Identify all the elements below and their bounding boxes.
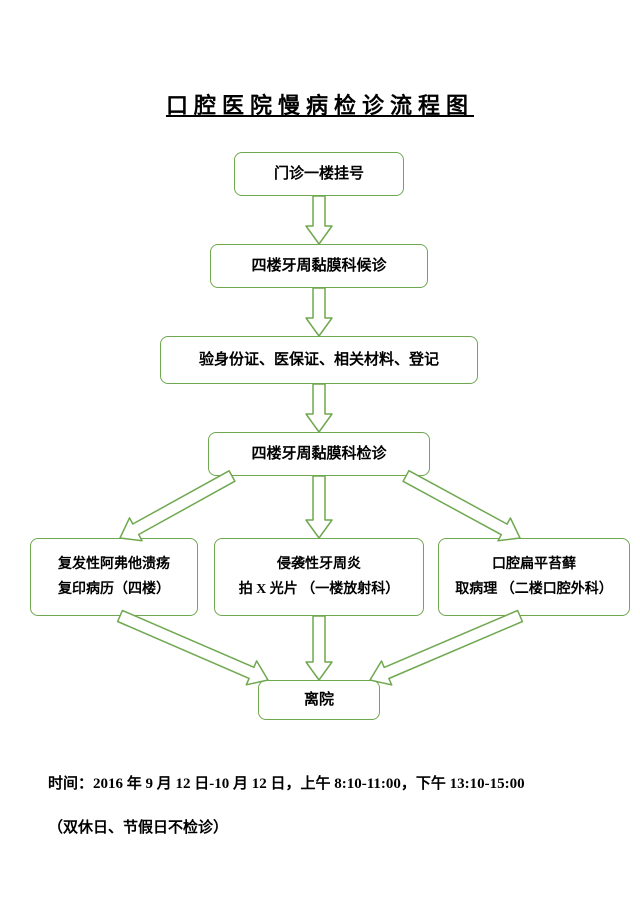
flow-node-n7: 口腔扁平苔藓取病理 （二楼口腔外科） — [438, 538, 630, 616]
node-label-2: 复印病历（四楼） — [58, 577, 170, 602]
page-title: 口腔医院慢病检诊流程图 — [0, 88, 640, 120]
flow-node-n1: 门诊一楼挂号 — [234, 152, 404, 196]
footer-line-1: 时间：2016 年 9 月 12 日-10 月 12 日，上午 8:10-11:… — [48, 772, 525, 793]
footer-line-2: （双休日、节假日不检诊） — [48, 816, 228, 837]
node-label-2: 取病理 （二楼口腔外科） — [455, 577, 613, 602]
node-label: 离院 — [304, 687, 334, 714]
node-label: 验身份证、医保证、相关材料、登记 — [199, 347, 439, 374]
node-label: 门诊一楼挂号 — [274, 161, 364, 188]
node-label: 复发性阿弗他溃疡 — [58, 552, 170, 577]
node-label: 侵袭性牙周炎 — [277, 552, 361, 577]
node-label-2: 拍 X 光片 （一楼放射科） — [239, 577, 400, 602]
flow-node-n4: 四楼牙周黏膜科检诊 — [208, 432, 430, 476]
flow-node-n8: 离院 — [258, 680, 380, 720]
node-label: 口腔扁平苔藓 — [492, 552, 576, 577]
flow-node-n6: 侵袭性牙周炎拍 X 光片 （一楼放射科） — [214, 538, 424, 616]
flow-node-n3: 验身份证、医保证、相关材料、登记 — [160, 336, 478, 384]
flow-node-n2: 四楼牙周黏膜科候诊 — [210, 244, 428, 288]
node-label: 四楼牙周黏膜科候诊 — [251, 253, 386, 280]
node-label: 四楼牙周黏膜科检诊 — [251, 441, 386, 468]
flow-node-n5: 复发性阿弗他溃疡复印病历（四楼） — [30, 538, 198, 616]
